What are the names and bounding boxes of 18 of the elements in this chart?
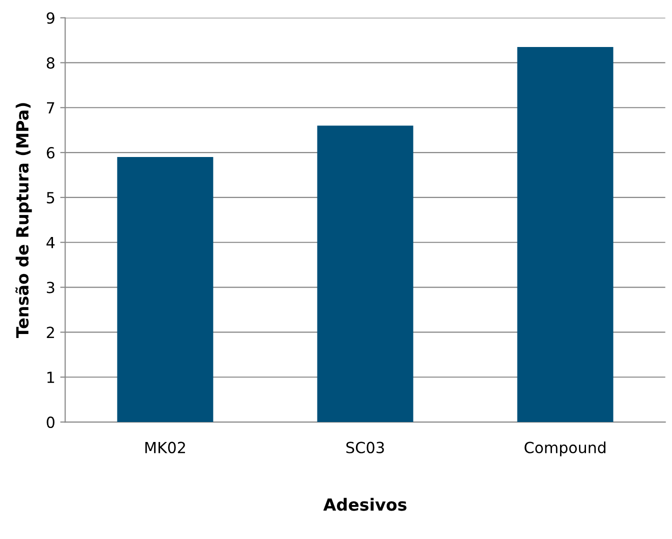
- x-tick-label: MK02: [145, 442, 185, 454]
- y-tick-label: 3: [46, 282, 54, 294]
- y-tick-label: 6: [46, 147, 54, 159]
- y-axis-title: Tensão de Ruptura (MPa): [15, 103, 32, 338]
- x-axis-title: Adesivos: [323, 498, 406, 511]
- y-tick-label: 5: [46, 192, 54, 204]
- y-tick-label: 2: [46, 326, 54, 338]
- bar: [117, 157, 214, 422]
- y-tick-label: 8: [46, 57, 54, 69]
- x-tick-label: Compound: [524, 441, 606, 456]
- y-tick-label: 7: [46, 102, 54, 114]
- y-tick-label: 9: [46, 12, 54, 24]
- bar: [317, 126, 414, 422]
- y-tick-label: 0: [46, 416, 54, 428]
- x-tick-label: SC03: [346, 442, 384, 454]
- y-tick-label: 4: [46, 237, 55, 248]
- y-tick-label: 1: [47, 372, 54, 383]
- bar: [517, 46, 614, 422]
